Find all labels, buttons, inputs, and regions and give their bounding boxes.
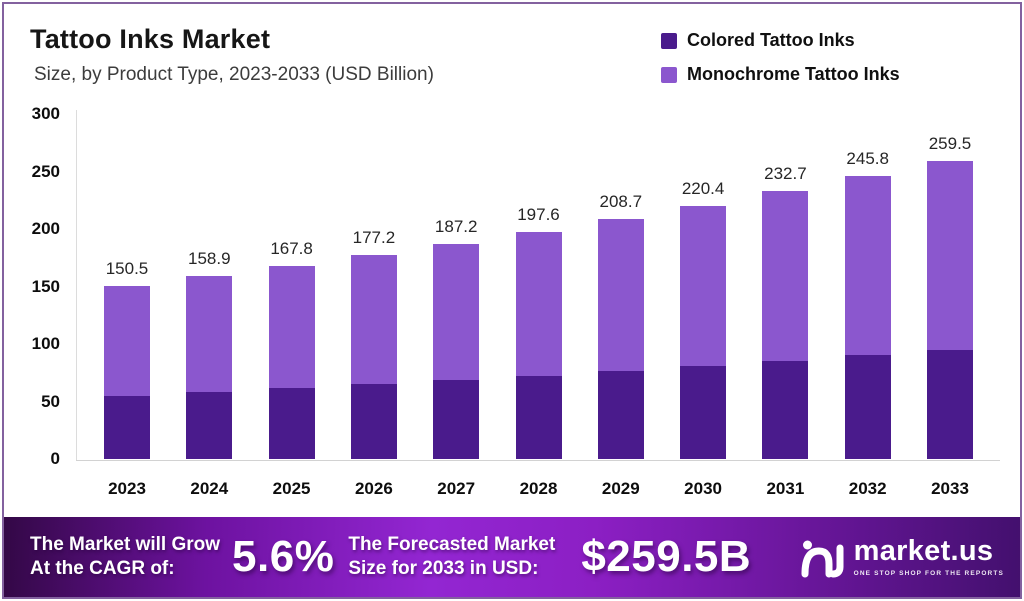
segment-colored [844, 355, 891, 459]
x-axis-label: 2026 [354, 479, 393, 498]
segment-colored [762, 360, 809, 459]
chart-legend: Colored Tattoo Inks Monochrome Tattoo In… [661, 30, 900, 85]
bar-2030 [680, 205, 727, 459]
x-axis-label: 2030 [684, 479, 722, 498]
segment-colored [515, 375, 562, 459]
segment-monochrome [433, 243, 480, 380]
x-axis-label: 2025 [272, 479, 311, 498]
y-axis-tick: 300 [31, 104, 60, 123]
segment-colored [680, 365, 727, 459]
y-axis-tick: 50 [41, 391, 60, 411]
y-axis-tick: 200 [31, 219, 60, 238]
legend-swatch-monochrome-icon [661, 66, 677, 83]
segment-monochrome [844, 176, 891, 356]
x-axis-label: 2027 [437, 479, 476, 498]
y-axis-tick: 100 [31, 334, 60, 353]
x-axis-label: 2029 [601, 479, 640, 498]
footer-banner: The Market will Grow At the CAGR of: 5.6… [4, 517, 1020, 597]
cagr-label: The Market will Grow At the CAGR of: [30, 533, 220, 581]
bar-2031 [762, 191, 809, 459]
segment-monochrome [680, 205, 727, 366]
bar-2024 [186, 276, 233, 459]
segment-colored [597, 370, 644, 459]
x-axis-label: 2031 [766, 479, 805, 498]
legend-swatch-colored-icon [661, 32, 677, 49]
bar-value-label: 208.7 [599, 191, 643, 211]
bar-value-label: 167.8 [270, 239, 313, 259]
brand-tagline: ONE STOP SHOP FOR THE REPORTS [853, 570, 1004, 577]
y-axis-tick: 0 [50, 449, 60, 468]
segment-monochrome [762, 191, 809, 361]
forecast-label-line1: The Forecasted Market [348, 534, 556, 556]
x-axis-label: 2023 [108, 479, 146, 498]
bar-value-label: 197.6 [517, 204, 560, 224]
cagr-value: 5.6% [232, 532, 335, 581]
bar-2032 [844, 176, 891, 459]
legend-label-monochrome: Monochrome Tattoo Inks [687, 64, 900, 84]
stacked-bar-chart: 0 50 100 150 200 250 300 150.5 2023 158.9 2024 167.… [31, 104, 1000, 498]
segment-colored [104, 395, 150, 459]
segment-monochrome [268, 266, 315, 389]
segment-colored [927, 349, 973, 459]
x-axis-label: 2033 [931, 479, 969, 498]
segment-monochrome [186, 276, 233, 392]
bar-value-label: 259.5 [928, 133, 972, 153]
bar-2027 [433, 243, 480, 459]
forecast-label: The Forecasted Market Size for 2033 in U… [348, 533, 555, 581]
cagr-label-line2: At the CAGR of: [30, 558, 175, 579]
market-us-brand: market.us ONE STOP SHOP FOR THE REPORTS [800, 534, 1004, 580]
page-subtitle: Size, by Product Type, 2023-2033 (USD Bi… [34, 64, 434, 85]
bar-value-label: 150.5 [105, 258, 149, 278]
legend-item-colored: Colored Tattoo Inks [661, 30, 900, 51]
bar-2029 [597, 218, 644, 459]
segment-colored [186, 391, 233, 459]
segment-monochrome [350, 255, 397, 385]
chart-header: Tattoo Inks Market Size, by Product Type… [30, 24, 434, 86]
segment-colored [433, 379, 480, 459]
bar-value-label: 158.9 [188, 249, 231, 269]
segment-monochrome [597, 218, 644, 371]
x-axis-label: 2032 [848, 479, 887, 498]
y-axis-tick: 150 [31, 276, 60, 296]
bar-value-label: 177.2 [352, 228, 396, 248]
y-axis-tick: 250 [31, 161, 60, 181]
bar-2028 [515, 231, 562, 459]
bar-value-label: 220.4 [681, 178, 725, 198]
brand-text-block: market.us ONE STOP SHOP FOR THE REPORTS [853, 535, 1004, 578]
segment-monochrome [515, 231, 562, 376]
market-us-logo-icon [801, 540, 844, 578]
x-axis-label: 2028 [519, 479, 558, 498]
segment-colored [350, 384, 397, 459]
x-axis-line [76, 460, 1000, 461]
bar-2026 [350, 255, 397, 459]
bar-value-label: 187.2 [434, 216, 478, 236]
y-axis-line [76, 110, 77, 461]
bar-value-label: 232.7 [764, 164, 807, 184]
bar-value-label: 245.8 [846, 149, 889, 169]
bar-2023 [104, 285, 150, 459]
segment-monochrome [104, 285, 150, 396]
forecast-value: $259.5B [581, 532, 752, 581]
bar-2025 [268, 266, 315, 459]
forecast-label-line2: Size for 2033 in USD: [348, 558, 539, 579]
legend-label-colored: Colored Tattoo Inks [687, 30, 855, 50]
segment-colored [268, 388, 315, 459]
legend-item-monochrome: Monochrome Tattoo Inks [661, 64, 900, 85]
brand-name: market.us [853, 535, 994, 567]
bar-2033 [927, 160, 973, 459]
x-axis-label: 2024 [190, 479, 229, 498]
page-title: Tattoo Inks Market [30, 24, 271, 54]
cagr-label-line1: The Market will Grow [30, 534, 221, 556]
segment-monochrome [927, 160, 973, 350]
